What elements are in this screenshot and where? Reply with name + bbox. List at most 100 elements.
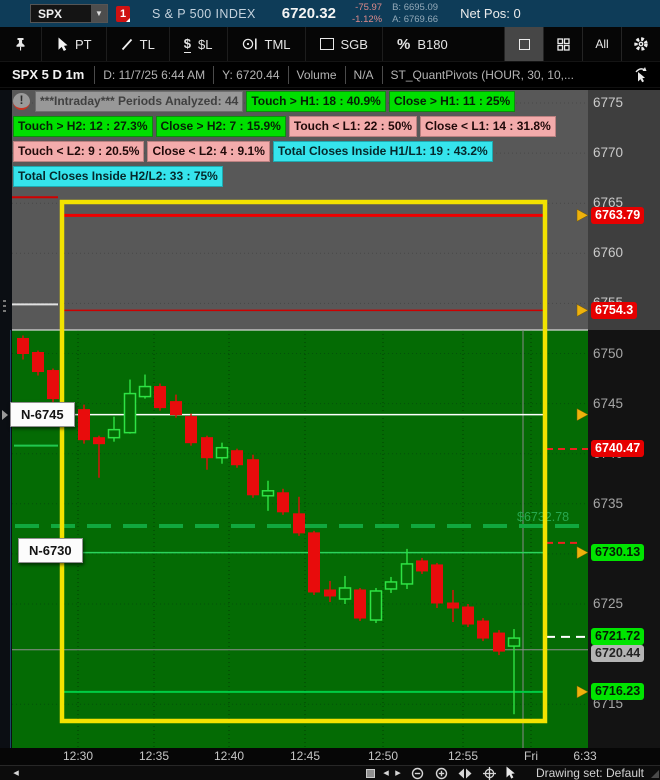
all-button[interactable]: All bbox=[582, 27, 621, 61]
info-field[interactable]: Volume bbox=[287, 65, 345, 84]
chevron-down-icon[interactable]: ▼ bbox=[91, 5, 107, 22]
x-axis-tick: 12:35 bbox=[138, 749, 170, 763]
zoom-in-button[interactable] bbox=[432, 766, 450, 780]
candle-up bbox=[400, 563, 414, 585]
candle-up bbox=[138, 385, 152, 398]
time-axis[interactable]: 12:30 12:35 12:40 12:45 12:50 12:55 Fri 6:33 bbox=[0, 748, 660, 765]
left-edge-strip bbox=[0, 90, 12, 748]
stat-chip: ***Intraday*** Periods Analyzed: 44 bbox=[35, 91, 244, 112]
candle-down bbox=[431, 564, 443, 604]
left-strip-arrow-icon bbox=[2, 410, 8, 420]
symbol-value: SPX bbox=[38, 6, 63, 21]
candle-up bbox=[261, 490, 275, 497]
stat-row: ! ***Intraday*** Periods Analyzed: 44 Touc… bbox=[13, 91, 556, 112]
chart-title[interactable]: SPX 5 D 1m bbox=[12, 67, 85, 82]
tool-label: $L bbox=[198, 36, 213, 52]
single-chart-button[interactable] bbox=[504, 27, 543, 61]
candle-down bbox=[477, 620, 489, 639]
stat-chip: Total Closes Inside H2/L2: 33 : 75% bbox=[13, 166, 223, 187]
tool-tml[interactable]: TML bbox=[226, 27, 305, 61]
candle-down bbox=[447, 602, 459, 609]
tool-pin[interactable] bbox=[0, 27, 41, 61]
candle-down bbox=[324, 589, 336, 597]
symbol-selector[interactable]: SPX ▼ bbox=[30, 4, 108, 23]
x-axis-tick: 12:50 bbox=[367, 749, 399, 763]
crosshair-button[interactable] bbox=[480, 766, 498, 780]
candle-down bbox=[78, 409, 90, 441]
candle-down bbox=[201, 437, 213, 459]
pan-right-arrow[interactable]: ▸ bbox=[395, 767, 401, 779]
tool-sl[interactable]: $ $L bbox=[168, 27, 227, 61]
axis-background-upper bbox=[588, 90, 660, 330]
cursor-tool-button[interactable] bbox=[502, 766, 518, 780]
grid-icon bbox=[556, 37, 570, 51]
candle-down bbox=[354, 589, 366, 619]
alert-badge[interactable]: 1 bbox=[116, 5, 130, 22]
cursor-icon bbox=[506, 766, 515, 779]
stat-chip: Touch > H2: 12 : 27.3% bbox=[13, 116, 153, 137]
x-axis-tick: 6:33 bbox=[573, 749, 597, 763]
bid-value: B: 6695.09 bbox=[392, 2, 439, 14]
horizontal-expand-button[interactable] bbox=[456, 766, 474, 780]
analysis-period-box bbox=[59, 199, 548, 724]
scrollbar-thumb[interactable] bbox=[364, 766, 376, 780]
lower-chart-background bbox=[12, 330, 588, 748]
x-axis-tick: Fri bbox=[524, 749, 538, 763]
candle-up bbox=[384, 581, 398, 590]
slash-icon bbox=[121, 38, 133, 51]
pan-left-arrow[interactable]: ◂ bbox=[383, 767, 389, 779]
candle-down bbox=[154, 386, 166, 409]
drawing-set-label[interactable]: Drawing set: Default bbox=[535, 766, 644, 780]
candle-up bbox=[507, 637, 521, 647]
candle-down bbox=[308, 532, 320, 593]
axis-arrow-icon bbox=[576, 546, 589, 560]
candle-down bbox=[170, 401, 182, 416]
price-change-pct: -1.12% bbox=[351, 13, 383, 25]
x-axis-tick: 12:45 bbox=[289, 749, 321, 763]
chart-info-bar: SPX 5 D 1m D: 11/7/25 6:44 AM Y: 6720.44 V… bbox=[0, 62, 660, 88]
last-price: 6720.32 bbox=[281, 5, 336, 22]
info-field[interactable]: N/A bbox=[344, 65, 382, 84]
stat-chip: Touch < L1: 22 : 50% bbox=[288, 116, 418, 137]
info-field[interactable]: Y: 6720.44 bbox=[213, 65, 287, 84]
tool-tl[interactable]: TL bbox=[105, 27, 169, 61]
stat-chip: Touch < L2: 9 : 20.5% bbox=[13, 141, 145, 162]
axis-arrow-icon bbox=[576, 208, 589, 222]
zoom-out-button[interactable] bbox=[408, 766, 426, 780]
stat-row: Touch > H2: 12 : 27.3% Close > H2: 7 : 15… bbox=[13, 116, 556, 137]
cursor-rotate-icon[interactable] bbox=[630, 66, 650, 88]
candle-up bbox=[107, 428, 121, 439]
candle-up bbox=[123, 392, 137, 434]
layout-buttons: All bbox=[504, 27, 660, 61]
warning-icon: ! bbox=[13, 93, 30, 110]
drawing-tools: PT TL $ $L TML SGB % B180 bbox=[0, 27, 462, 61]
alert-count: 1 bbox=[119, 7, 127, 20]
tool-label: TML bbox=[264, 36, 291, 52]
ask-value: A: 6769.66 bbox=[392, 13, 439, 25]
candle-down bbox=[293, 513, 305, 534]
symbol-header: SPX ▼ 1 S & P 500 INDEX 6720.32 -75.97 -… bbox=[0, 0, 660, 27]
candle-down bbox=[47, 370, 59, 400]
scroll-left-arrow[interactable]: ◂ bbox=[13, 767, 19, 779]
zoom-out-icon bbox=[411, 767, 423, 779]
gear-icon bbox=[634, 37, 648, 51]
candle-down bbox=[416, 560, 428, 572]
resize-corner[interactable] bbox=[651, 770, 659, 778]
stat-row: Touch < L2: 9 : 20.5% Close < L2: 4 : 9.1… bbox=[13, 141, 556, 162]
tool-label: SGB bbox=[340, 36, 368, 52]
info-field[interactable]: ST_QuantPivots (HOUR, 30, 10,... bbox=[381, 65, 582, 84]
chart-region: $6732.78 ! ***Intraday*** Periods Analyze… bbox=[0, 88, 660, 780]
info-field[interactable]: D: 11/7/25 6:44 AM bbox=[94, 65, 213, 84]
grid-layout-button[interactable] bbox=[543, 27, 582, 61]
price-chart[interactable]: $6732.78 bbox=[0, 88, 660, 748]
instrument-name: S & P 500 INDEX bbox=[152, 6, 256, 21]
tool-b180[interactable]: % B180 bbox=[381, 27, 462, 61]
axis-arrow-icon bbox=[576, 303, 589, 317]
stat-chip: Close < L2: 4 : 9.1% bbox=[147, 141, 270, 162]
tool-pt[interactable]: PT bbox=[41, 27, 106, 61]
candle-up bbox=[215, 446, 229, 459]
tool-sgb[interactable]: SGB bbox=[304, 27, 382, 61]
stat-row: Total Closes Inside H2/L2: 33 : 75% bbox=[13, 166, 556, 187]
axis-arrow-icon bbox=[576, 685, 589, 699]
settings-gear-button[interactable] bbox=[621, 27, 660, 61]
